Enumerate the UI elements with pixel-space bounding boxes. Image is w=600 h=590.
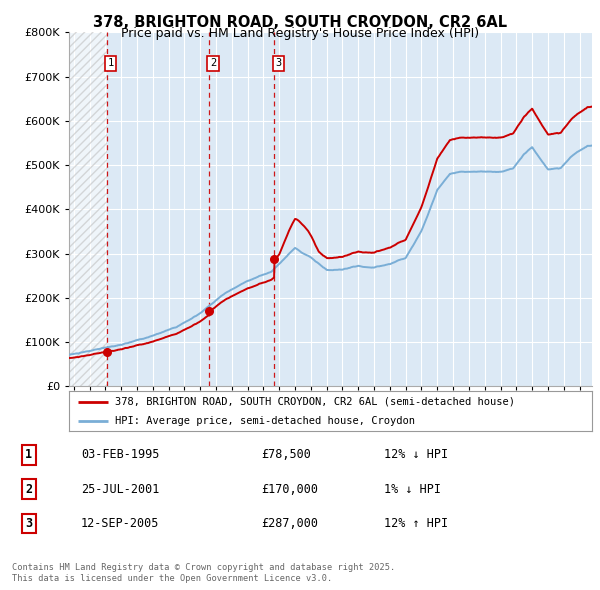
Text: HPI: Average price, semi-detached house, Croydon: HPI: Average price, semi-detached house,… xyxy=(115,416,415,425)
Text: 12-SEP-2005: 12-SEP-2005 xyxy=(81,517,160,530)
Text: 2: 2 xyxy=(25,483,32,496)
Text: 03-FEB-1995: 03-FEB-1995 xyxy=(81,448,160,461)
Text: 1: 1 xyxy=(107,58,114,68)
Text: 2: 2 xyxy=(210,58,216,68)
Bar xyxy=(69,32,107,386)
Text: £78,500: £78,500 xyxy=(261,448,311,461)
Text: £170,000: £170,000 xyxy=(261,483,318,496)
Text: 1% ↓ HPI: 1% ↓ HPI xyxy=(384,483,441,496)
Text: 12% ↓ HPI: 12% ↓ HPI xyxy=(384,448,448,461)
Text: 3: 3 xyxy=(25,517,32,530)
Text: 378, BRIGHTON ROAD, SOUTH CROYDON, CR2 6AL (semi-detached house): 378, BRIGHTON ROAD, SOUTH CROYDON, CR2 6… xyxy=(115,397,515,407)
Text: 378, BRIGHTON ROAD, SOUTH CROYDON, CR2 6AL: 378, BRIGHTON ROAD, SOUTH CROYDON, CR2 6… xyxy=(93,15,507,30)
Text: 3: 3 xyxy=(275,58,281,68)
Text: Contains HM Land Registry data © Crown copyright and database right 2025.
This d: Contains HM Land Registry data © Crown c… xyxy=(12,563,395,583)
Text: 25-JUL-2001: 25-JUL-2001 xyxy=(81,483,160,496)
Text: £287,000: £287,000 xyxy=(261,517,318,530)
Text: Price paid vs. HM Land Registry's House Price Index (HPI): Price paid vs. HM Land Registry's House … xyxy=(121,27,479,40)
Text: 1: 1 xyxy=(25,448,32,461)
Text: 12% ↑ HPI: 12% ↑ HPI xyxy=(384,517,448,530)
